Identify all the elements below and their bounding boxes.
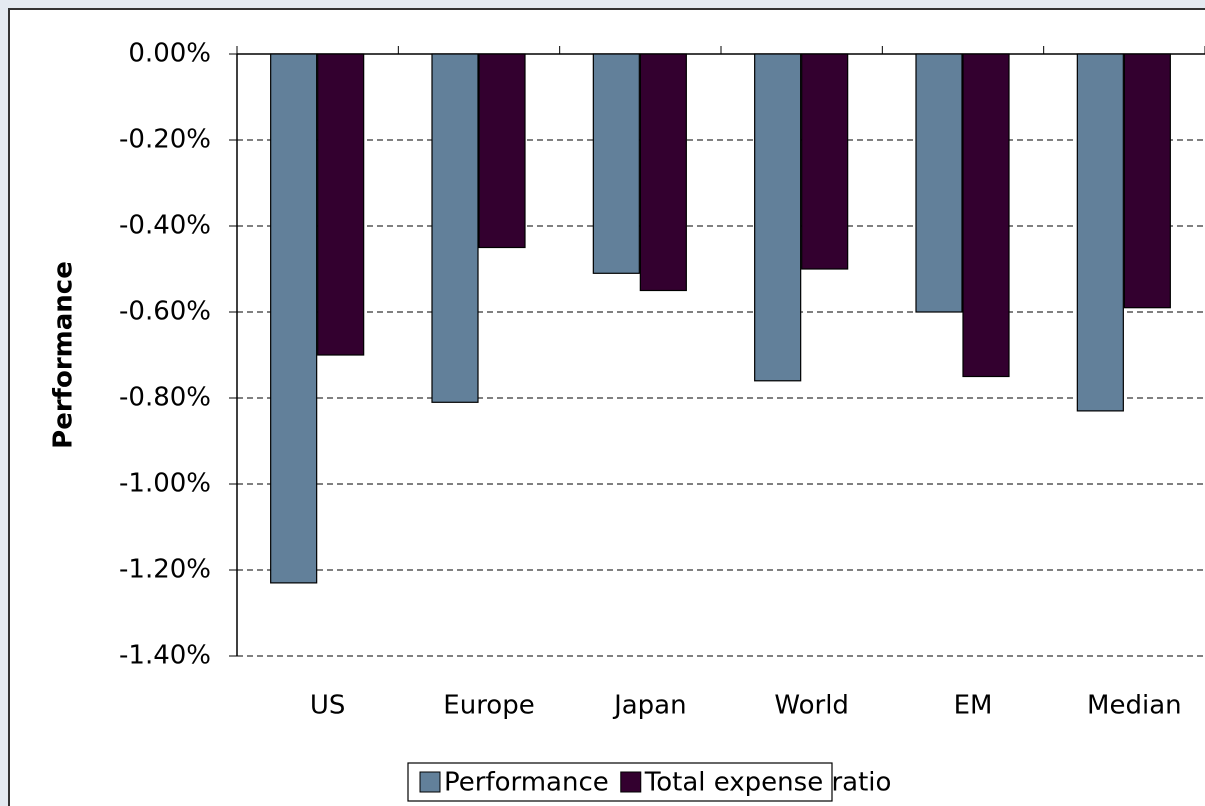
bar: [639, 53, 687, 292]
bar: [592, 53, 640, 274]
x-tick-label: US: [310, 691, 346, 721]
bar: [754, 53, 802, 382]
bar: [1076, 53, 1124, 412]
bar: [317, 53, 365, 356]
legend-swatch: [419, 771, 441, 793]
bar: [1123, 53, 1171, 309]
bar: [478, 53, 526, 249]
y-tick-label: -1.20%: [119, 555, 211, 585]
y-tick-label: -0.20%: [119, 125, 211, 155]
bar: [431, 53, 479, 403]
y-tick-label: -0.60%: [119, 297, 211, 327]
bar: [962, 53, 1010, 378]
x-tick-label: Japan: [612, 691, 687, 721]
legend-label: Performance: [444, 768, 609, 798]
x-tick-label: EM: [954, 691, 993, 721]
legend-box: [407, 762, 833, 802]
y-tick-label: -0.40%: [119, 211, 211, 241]
bar: [270, 53, 318, 584]
x-tick-label: Europe: [443, 691, 534, 721]
y-tick-label: 0.00%: [128, 39, 211, 69]
y-tick-label: -1.40%: [119, 641, 211, 671]
bar: [801, 53, 849, 270]
y-axis-label: Performance: [49, 261, 79, 449]
y-tick-label: -1.00%: [119, 469, 211, 499]
x-tick-label: Median: [1087, 691, 1182, 721]
legend-swatch: [620, 771, 642, 793]
legend-label: Total expense ratio: [644, 768, 892, 798]
y-tick-label: -0.80%: [119, 383, 211, 413]
bar: [915, 53, 963, 313]
x-tick-label: World: [774, 691, 849, 721]
